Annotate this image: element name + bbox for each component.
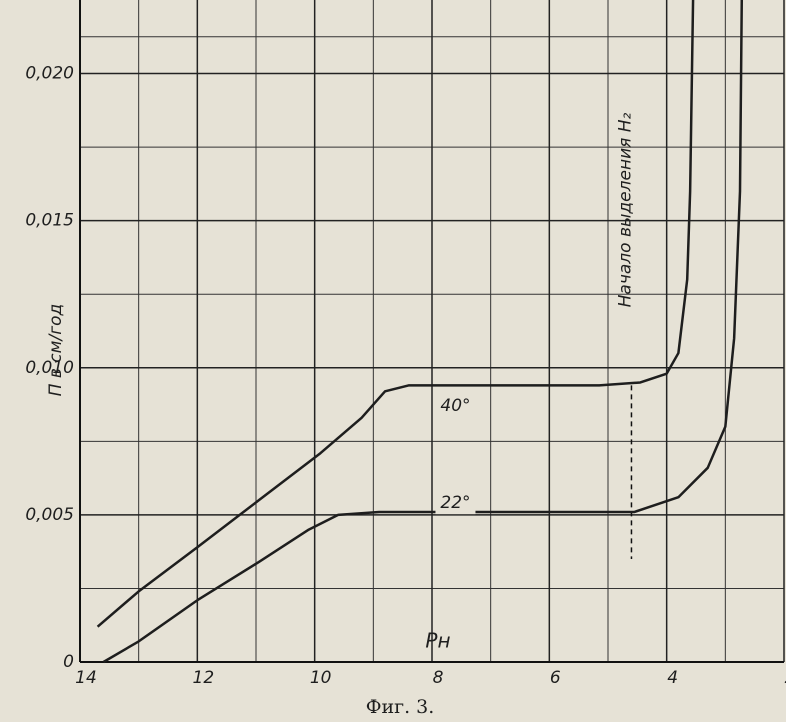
y-tick-label: 0 [63, 652, 74, 672]
y-tick-label: 0,010 [25, 358, 74, 378]
annotation: Начало выделения H₂ [615, 112, 635, 307]
series-label: 22° [440, 493, 470, 513]
y-axis-label: П в см/год [46, 304, 66, 397]
label-bg [435, 492, 476, 515]
x-tick-label: 8 [433, 668, 444, 688]
x-axis-label: Pн [425, 629, 450, 653]
label-bg [435, 395, 476, 418]
x-tick-label: 4 [667, 668, 678, 688]
x-tick-label: 2 [785, 668, 786, 688]
y-tick-label: 0,015 [25, 211, 74, 231]
x-tick-label: 12 [193, 668, 215, 688]
y-tick-label: 0,005 [25, 505, 74, 525]
x-tick-label: 14 [75, 668, 97, 688]
series-label: 40° [440, 396, 470, 416]
line [96, 0, 695, 628]
x-tick-label: 6 [550, 668, 561, 688]
x-tick-label: 10 [310, 668, 332, 688]
caption: Фиг. 3. [366, 696, 435, 718]
y-tick-label: 0,020 [25, 64, 74, 84]
line [102, 0, 744, 664]
